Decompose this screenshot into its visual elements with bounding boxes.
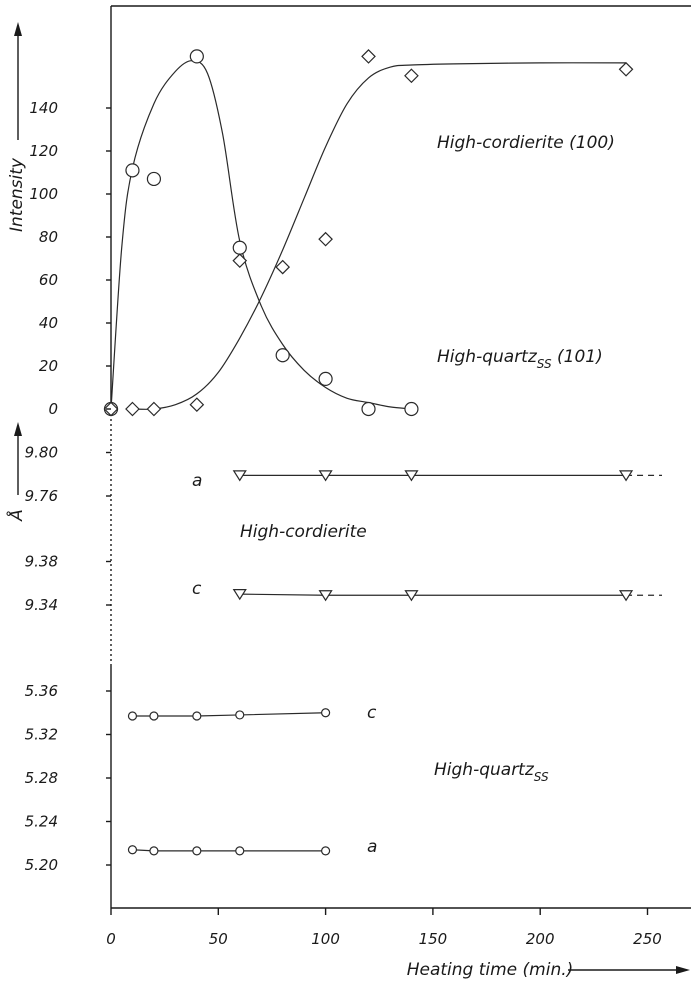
annotation-high-cordierite-100: High-cordierite (100): [437, 133, 615, 153]
data-point-triangle: [318, 470, 333, 482]
lattice-label-cordierite-a: a: [192, 471, 202, 491]
fitted-curves: [110, 60, 627, 410]
data-point-circle: [361, 401, 376, 417]
lattice-label-quartz-a: a: [367, 837, 377, 857]
x-tick-label: 100: [311, 930, 340, 948]
data-point-circle: [127, 711, 138, 721]
y-tick-label: 9.34: [25, 596, 58, 614]
data-point-diamond: [146, 401, 162, 417]
lattice-label-quartz-c: c: [367, 703, 377, 723]
x-tick-label: 0: [106, 930, 116, 948]
x-tick-label: 250: [633, 930, 662, 948]
data-point-circle: [189, 49, 204, 64]
y-tick-label: 100: [29, 185, 58, 203]
y-tick-label: 20: [39, 357, 58, 375]
data-point-diamond: [189, 397, 205, 413]
y2-arrow-head: [14, 422, 22, 436]
lattice-lines: [132, 474, 662, 852]
data-point-circle: [404, 401, 419, 417]
data-point-circle: [235, 846, 245, 856]
y-tick-label: 60: [39, 271, 58, 289]
data-point-diamond: [404, 68, 419, 84]
lattice-line: [132, 849, 326, 852]
data-point-diamond: [618, 61, 634, 77]
x-tick-label: 150: [419, 930, 448, 948]
data-point-circle: [318, 371, 333, 386]
data-point-circle: [149, 846, 159, 856]
data-point-triangle: [232, 589, 247, 601]
lattice-line: [132, 712, 326, 717]
data-point-circle: [275, 348, 290, 363]
plot-frame: [110, 5, 691, 909]
y-tick-label: 9.80: [25, 444, 58, 462]
cordierite-intensity-curve: [132, 62, 627, 410]
y-tick-label: 5.20: [25, 856, 58, 874]
data-point-triangle: [232, 470, 247, 482]
y-tick-label: 9.38: [25, 553, 58, 571]
data-point-circle: [125, 163, 140, 178]
y-arrow-head: [14, 22, 22, 36]
y-tick-label: 120: [29, 142, 58, 160]
y-tick-label: 0: [48, 400, 58, 418]
data-point-circle: [232, 240, 247, 255]
x-tick-label: 200: [526, 930, 555, 948]
data-point-circle: [235, 710, 245, 720]
data-point-diamond: [318, 231, 333, 247]
data-point-diamond: [125, 401, 140, 417]
tick-labels: 0 50 100 150 200 250 0 20 40 60 80 100 120 140 9.76 9.8…: [25, 99, 662, 948]
y-tick-label: 40: [39, 314, 58, 332]
data-point-triangle: [618, 590, 634, 602]
y-tick-label: 140: [29, 99, 58, 117]
data-markers: [103, 49, 634, 856]
data-point-circle: [321, 708, 331, 718]
lattice-label-cordierite-c: c: [192, 579, 202, 599]
data-point-diamond: [232, 253, 248, 268]
data-point-circle: [127, 845, 138, 855]
data-point-circle: [192, 711, 202, 721]
y-tick-label: 5.28: [25, 769, 58, 787]
y-tick-label: 5.36: [25, 682, 58, 700]
data-point-circle: [192, 846, 202, 856]
annotation-high-quartz-101: High-quartzSS (101): [437, 347, 603, 371]
data-point-triangle: [404, 470, 419, 482]
x-arrow-head: [676, 966, 690, 974]
chart-labels: Intensity Å Heating time (min.) High-cordie…: [5, 22, 690, 980]
data-point-triangle: [618, 470, 634, 482]
annotation-high-quartz-ss: High-quartzSS: [434, 760, 549, 784]
quartz-intensity-curve: [110, 60, 412, 410]
data-point-circle: [146, 171, 162, 187]
y-axis-label-intensity: Intensity: [7, 157, 27, 232]
data-point-triangle: [404, 590, 419, 602]
lattice-line: [239, 593, 627, 596]
y-tick-label: 9.76: [25, 487, 58, 505]
data-point-triangle: [318, 590, 333, 602]
y-tick-label: 80: [39, 228, 58, 246]
data-point-circle: [321, 846, 331, 856]
y-tick-label: 5.32: [25, 726, 58, 744]
data-point-circle: [149, 711, 159, 721]
data-point-diamond: [361, 49, 376, 64]
x-tick-label: 50: [209, 930, 228, 948]
annotation-high-cordierite: High-cordierite: [240, 522, 367, 542]
y-tick-label: 5.24: [25, 813, 58, 831]
x-axis-label: Heating time (min.): [407, 960, 574, 980]
data-point-diamond: [275, 259, 291, 275]
y-axis-label-angstrom: Å: [5, 509, 27, 522]
